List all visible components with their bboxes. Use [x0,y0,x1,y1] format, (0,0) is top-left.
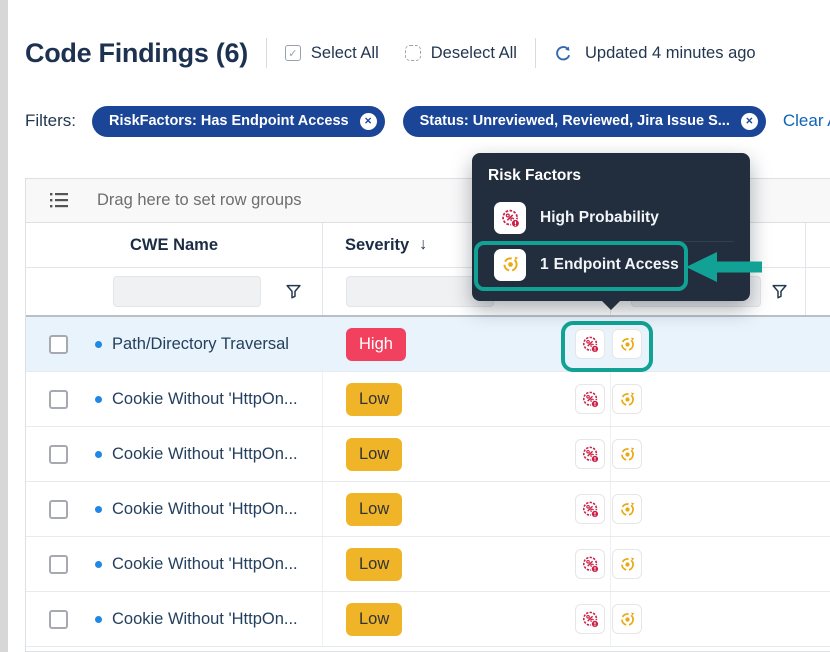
deselect-all-button[interactable]: Deselect All [404,43,517,63]
severity-badge: Low [346,602,403,636]
high-probability-icon[interactable] [575,329,605,359]
filters-label: Filters: [25,111,76,130]
filters-bar: Filters: RiskFactors: Has Endpoint Acces… [25,104,830,138]
row-checkbox[interactable] [49,554,68,574]
endpoint-access-icon[interactable] [612,494,642,524]
high-probability-icon [494,202,526,234]
finding-dot-icon [95,505,102,513]
x-circle-icon[interactable]: ✕ [740,112,758,130]
toolbar-divider [265,38,267,68]
filter-funnel-icon[interactable] [285,283,302,300]
finding-dot-icon [95,395,102,403]
checkbox-checked-icon: ✓ [284,45,301,61]
risk-factor-icons[interactable] [575,604,642,634]
endpoint-access-icon [494,248,526,281]
severity-badge: High [346,327,406,361]
clear-all-link[interactable]: Clear All [782,111,830,130]
risk-factor-icons[interactable] [575,549,642,579]
severity-badge: Low [346,382,403,416]
row-checkbox[interactable] [49,499,68,519]
column-header-overflow [806,223,830,267]
row-cwe-name: Cookie Without 'HttpOn... [112,554,298,573]
x-circle-icon[interactable]: ✕ [359,112,377,130]
filter-pill-label: RiskFactors: Has Endpoint Access [109,113,349,129]
filter-funnel-icon[interactable] [771,283,788,300]
tooltip-item-endpoint-access[interactable]: 1 Endpoint Access [488,241,734,287]
finding-dot-icon [95,340,102,348]
endpoint-access-icon[interactable] [612,439,642,469]
row-cwe-name: Path/Directory Traversal [112,334,289,353]
finding-dot-icon [95,450,102,458]
row-cwe-name: Cookie Without 'HttpOn... [112,389,298,408]
filter-pill-status[interactable]: Status: Unreviewed, Reviewed, Jira Issue… [402,105,766,137]
severity-badge: Low [346,437,403,471]
high-probability-icon[interactable] [575,384,605,414]
page-title: Code Findings (6) [25,37,248,68]
refresh-icon[interactable] [554,44,573,63]
toolbar-divider [534,38,536,68]
tooltip-title: Risk Factors [488,167,582,184]
high-probability-icon[interactable] [575,549,605,579]
high-probability-icon[interactable] [575,439,605,469]
sort-desc-icon: ↓ [419,236,428,253]
row-checkbox[interactable] [49,444,68,464]
select-all-label: Select All [310,43,379,62]
high-probability-icon[interactable] [575,494,605,524]
filter-pill-riskfactors[interactable]: RiskFactors: Has Endpoint Access ✕ [92,105,385,137]
table-row[interactable]: Cookie Without 'HttpOn... Low [26,482,830,537]
row-groups-icon [50,193,68,208]
column-header-cwe-name[interactable]: CWE Name [26,223,323,267]
select-all-button[interactable]: ✓ Select All [284,43,379,63]
row-checkbox[interactable] [49,609,68,629]
severity-badge: Low [346,547,403,581]
table-row[interactable]: Cookie Without 'HttpOn... Low [26,592,830,647]
risk-factor-icons[interactable] [575,439,642,469]
tooltip-item-label: 1 Endpoint Access [540,255,679,273]
risk-factor-icons[interactable] [575,329,642,359]
table-row[interactable]: Path/Directory Traversal High [26,317,830,372]
risk-factor-icons[interactable] [575,494,642,524]
row-checkbox[interactable] [49,334,68,354]
severity-filter-input[interactable] [346,276,494,307]
risk-factor-icons[interactable] [575,384,642,414]
endpoint-access-count: 1 [540,255,549,273]
grid-rows: Path/Directory Traversal High [26,317,830,647]
column-header-risk-factors[interactable] [611,223,806,267]
endpoint-access-icon[interactable] [612,384,642,414]
checkbox-dashed-icon [404,45,421,61]
grid-filter-row [26,268,830,317]
endpoint-access-icon[interactable] [612,604,642,634]
table-row[interactable]: Cookie Without 'HttpOn... Low [26,537,830,592]
endpoint-access-icon[interactable] [612,549,642,579]
row-cwe-name: Cookie Without 'HttpOn... [112,499,298,518]
table-row[interactable]: Cookie Without 'HttpOn... Low [26,427,830,482]
finding-dot-icon [95,560,102,568]
severity-badge: Low [346,492,403,526]
row-checkbox[interactable] [49,389,68,409]
endpoint-access-icon[interactable] [612,329,642,359]
row-cwe-name: Cookie Without 'HttpOn... [112,609,298,628]
deselect-all-label: Deselect All [430,43,517,62]
finding-dot-icon [95,615,102,623]
filter-pill-label: Status: Unreviewed, Reviewed, Jira Issue… [419,113,730,129]
page-left-edge [0,0,8,652]
tooltip-item-high-probability[interactable]: High Probability [488,195,734,241]
tooltip-item-label: High Probability [540,209,659,226]
row-cwe-name: Cookie Without 'HttpOn... [112,444,298,463]
row-groups-hint: Drag here to set row groups [97,191,302,209]
risk-factors-tooltip: Risk Factors High Probability 1 Endpoin [472,153,750,301]
table-row[interactable]: Cookie Without 'HttpOn... Low [26,372,830,427]
cwe-name-filter-input[interactable] [113,276,261,307]
high-probability-icon[interactable] [575,604,605,634]
updated-timestamp: Updated 4 minutes ago [584,43,756,62]
page-header: Code Findings (6) ✓ Select All Deselect … [25,33,756,73]
